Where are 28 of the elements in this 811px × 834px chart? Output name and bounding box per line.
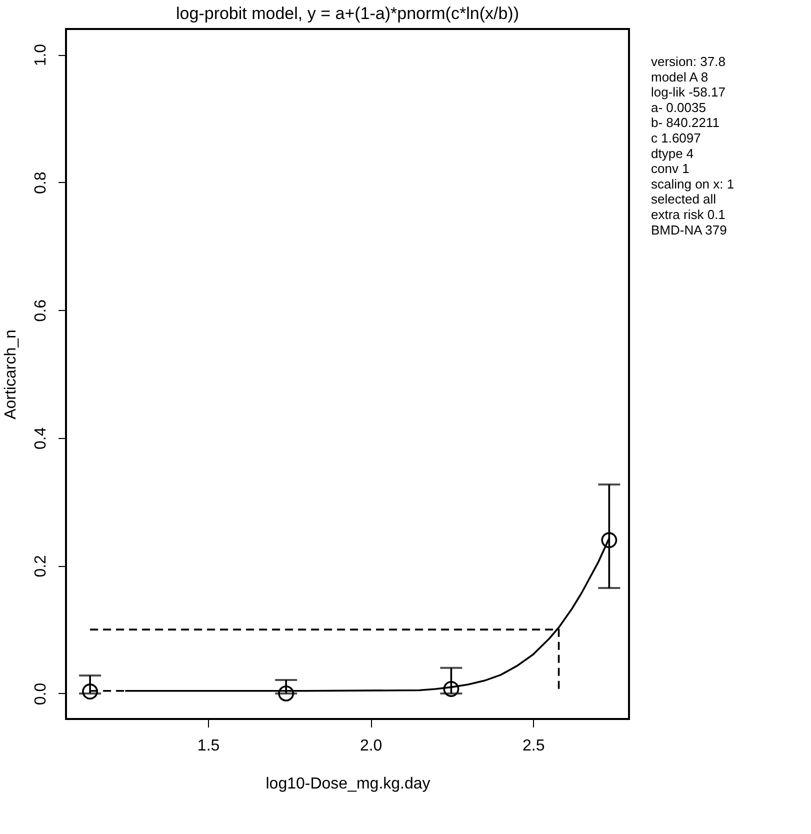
text: model A 8 (651, 69, 708, 84)
y-axis-title: Aorticarch_n (2, 330, 20, 420)
text: selected all (651, 192, 716, 207)
y-tick-label: 1.0 (32, 44, 50, 66)
x-tick-label: 1.5 (197, 738, 220, 754)
y-tick-label: 0.6 (32, 299, 50, 322)
text: BMD-NA 379 (651, 222, 727, 238)
y-tick-label: 0.2 (32, 554, 50, 578)
point (443, 681, 460, 697)
x-tick-label: 2.0 (360, 738, 382, 754)
y-tick-label: 0.4 (32, 427, 50, 450)
point (82, 684, 98, 700)
x-axis-title: log10-Dose_mg.kg.day (266, 776, 430, 792)
x-tick-label: 2.5 (522, 738, 545, 754)
text: log-lik -58.17 (651, 84, 726, 100)
text: extra risk 0.1 (651, 207, 726, 222)
point (601, 532, 618, 548)
y-tick-label: 0.0 (32, 682, 50, 706)
text: version: 37.8 (651, 54, 726, 69)
text: c 1.6097 (651, 130, 701, 146)
text: conv 1 (651, 161, 690, 176)
text: dtype 4 (651, 146, 694, 161)
text: scaling on x: 1 (651, 176, 734, 192)
text: a- 0.0035 (651, 100, 706, 115)
y-tick-label: 0.8 (32, 172, 50, 194)
chart-title: log-probit model, y = a+(1-a)*pnorm(c*ln(x/b)) (176, 4, 519, 23)
point (278, 685, 294, 702)
text: b- 840.2211 (651, 115, 720, 130)
